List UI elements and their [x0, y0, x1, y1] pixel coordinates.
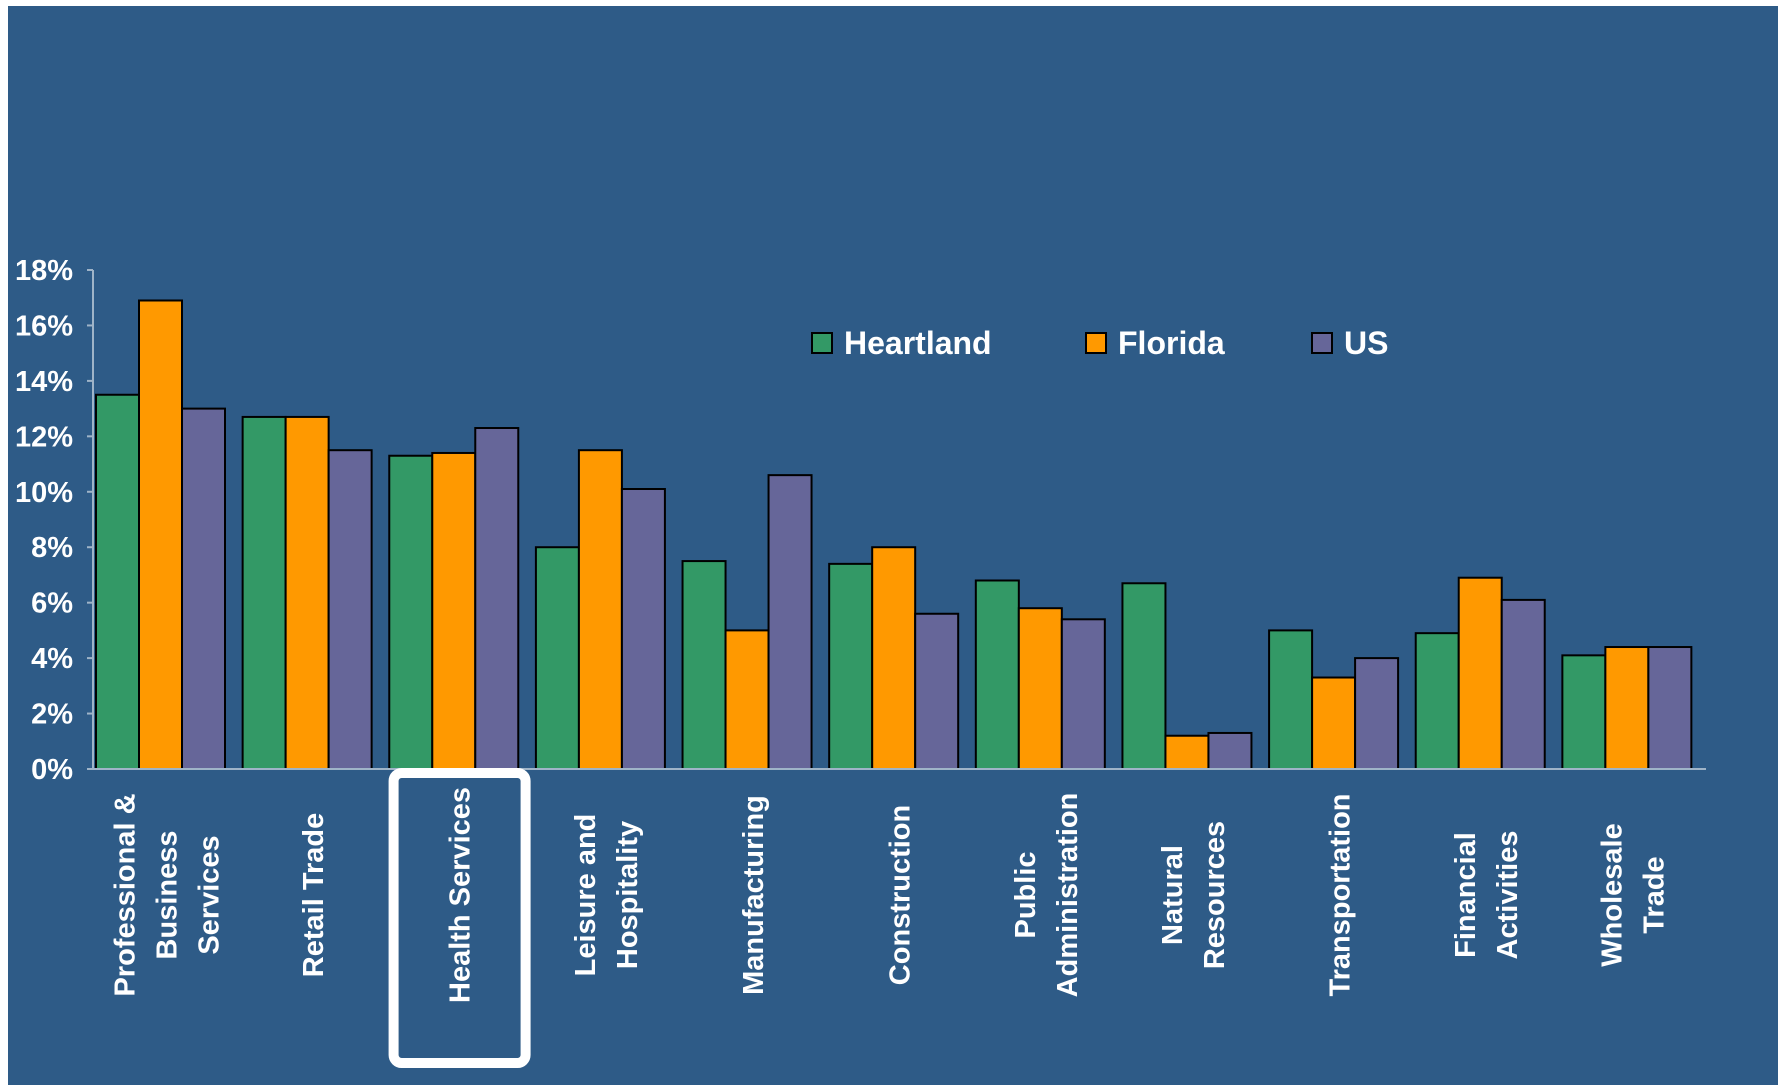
bar-florida — [431, 451, 477, 770]
bar-heartland — [974, 579, 1020, 770]
bar-heartland — [1268, 629, 1314, 771]
category-label-line: Transportation — [1324, 793, 1356, 996]
bars — [95, 299, 1693, 771]
bar-us — [914, 612, 960, 770]
bar-us — [1500, 598, 1546, 771]
category-label: Wholesale Trade — [1597, 823, 1671, 966]
legend-swatch-heartland — [811, 332, 833, 354]
category-label-line: Natural — [1157, 845, 1189, 945]
category-label: Transportation — [1324, 793, 1356, 996]
legend-swatch-florida — [1085, 332, 1107, 354]
category-label: Professional & Business Services — [109, 793, 225, 996]
bar-florida — [1457, 576, 1503, 771]
category-label: Leisure and Hospitality — [570, 814, 644, 977]
bar-us — [181, 407, 226, 770]
category-label: Public Administration — [1010, 793, 1084, 998]
category-label-line: Activities — [1492, 831, 1524, 960]
y-tick-label: 18% — [15, 255, 73, 287]
bar-us — [767, 474, 813, 770]
legend-swatch-us — [1311, 332, 1333, 354]
bar-heartland — [241, 415, 287, 770]
y-tick-label: 0% — [31, 754, 73, 786]
bar-heartland — [388, 454, 434, 770]
legend-label-heartland: Heartland — [844, 325, 992, 361]
bar-heartland — [534, 546, 580, 770]
y-tick-label: 14% — [15, 366, 73, 398]
bar-florida — [1604, 646, 1650, 770]
category-label: Financial Activities — [1450, 831, 1524, 960]
category-label-line: Retail Trade — [298, 813, 330, 977]
bar-florida — [1017, 607, 1063, 771]
y-tick-label: 12% — [15, 421, 73, 453]
bar-florida — [284, 415, 330, 770]
category-label: Health Services — [445, 787, 477, 1003]
y-axis: 0% 2% 4% 6% 8% 10% 12% 14% 16% 18% — [15, 255, 94, 786]
bar-florida — [871, 546, 917, 770]
bar-us — [1207, 731, 1253, 771]
bar-us — [327, 449, 373, 770]
bar-heartland — [828, 562, 874, 770]
category-label-line: Services — [193, 835, 225, 954]
legend-label-florida: Florida — [1118, 325, 1225, 361]
bar-florida — [138, 299, 183, 770]
y-tick-label: 2% — [31, 699, 73, 731]
bar-florida — [1311, 676, 1357, 770]
bar-florida — [577, 449, 623, 770]
legend: Heartland Florida US — [811, 325, 1388, 361]
bar-us — [474, 427, 520, 770]
bar-heartland — [1561, 654, 1607, 770]
category-label-line: Public — [1010, 851, 1042, 938]
x-axis: Professional & Business Services Retail Tra… — [93, 768, 1706, 1068]
highlight-box — [388, 768, 531, 1068]
category-label-line: Manufacturing — [738, 795, 770, 995]
category-label-line: Construction — [885, 805, 917, 985]
category-label-line: Resources — [1199, 821, 1231, 969]
y-tick-label: 16% — [15, 310, 73, 342]
category-label-line: Professional & — [109, 793, 141, 996]
category-label-line: Hospitality — [612, 821, 644, 969]
y-tick-label: 6% — [31, 588, 73, 620]
bar-heartland — [681, 560, 727, 770]
category-label: Manufacturing — [738, 795, 770, 995]
bar-florida — [1164, 734, 1210, 771]
bar-florida — [724, 629, 770, 771]
bar-us — [1647, 646, 1693, 770]
y-tick-label: 4% — [31, 643, 73, 675]
category-label-line: Business — [151, 831, 183, 960]
category-label-line: Leisure and — [570, 814, 602, 977]
bar-us — [1060, 618, 1106, 770]
bar-heartland — [95, 393, 140, 770]
category-label-line: Wholesale — [1597, 823, 1629, 966]
category-label: Retail Trade — [298, 813, 330, 977]
bar-heartland — [1414, 632, 1460, 771]
bar-us — [1354, 657, 1400, 770]
category-label: Construction — [885, 805, 917, 985]
category-label: Natural Resources — [1157, 821, 1231, 969]
y-tick-label: 10% — [15, 477, 73, 509]
bar-heartland — [1121, 582, 1167, 770]
category-label-line: Trade — [1639, 856, 1671, 933]
category-label-line: Financial — [1450, 832, 1482, 958]
bar-us — [620, 488, 666, 770]
category-label-line: Health Services — [445, 787, 477, 1003]
category-label-line: Administration — [1052, 793, 1084, 998]
legend-label-us: US — [1344, 325, 1388, 361]
y-tick-label: 8% — [31, 532, 73, 564]
